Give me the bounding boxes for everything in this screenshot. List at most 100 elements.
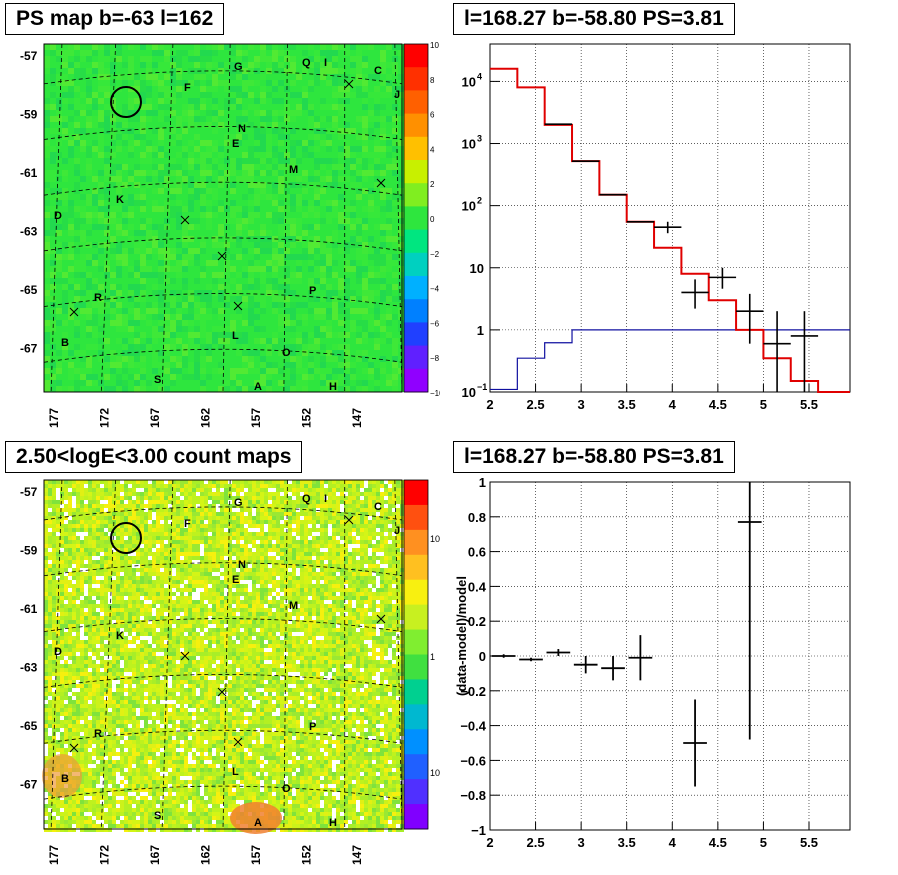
- map-pixel: [344, 380, 350, 386]
- map-pixel: [100, 536, 104, 540]
- map-pixel: [248, 520, 252, 524]
- map-pixel: [302, 242, 308, 248]
- map-pixel: [256, 492, 260, 496]
- map-pixel: [356, 170, 362, 176]
- map-pixel: [116, 242, 122, 248]
- map-pixel: [116, 278, 122, 284]
- map-pixel: [98, 296, 104, 302]
- map-pixel: [146, 296, 152, 302]
- map-pixel: [134, 380, 140, 386]
- map-pixel: [326, 56, 332, 62]
- map-pixel: [200, 362, 206, 368]
- map-pixel: [98, 50, 104, 56]
- map-pixel: [164, 344, 170, 350]
- map-pixel: [224, 104, 230, 110]
- map-pixel: [80, 206, 86, 212]
- map-pixel: [364, 532, 368, 536]
- map-pixel: [92, 516, 96, 520]
- map-pixel: [272, 380, 278, 386]
- map-pixel: [398, 74, 404, 80]
- map-pixel: [116, 236, 122, 242]
- map-pixel: [386, 140, 392, 146]
- map-pixel: [236, 116, 242, 122]
- map-pixel: [110, 62, 116, 68]
- map-pixel: [392, 242, 398, 248]
- map-pixel: [92, 338, 98, 344]
- map-pixel: [332, 50, 338, 56]
- map-pixel: [110, 188, 116, 194]
- map-pixel: [230, 290, 236, 296]
- map-pixel: [300, 508, 304, 512]
- map-pixel: [120, 528, 124, 532]
- map-pixel: [326, 320, 332, 326]
- map-pixel: [348, 488, 352, 492]
- map-pixel: [212, 508, 216, 512]
- map-pixel: [122, 164, 128, 170]
- map-pixel: [266, 230, 272, 236]
- map-pixel: [192, 516, 196, 520]
- map-pixel: [104, 332, 110, 338]
- map-pixel: [110, 194, 116, 200]
- map-pixel: [164, 500, 168, 504]
- map-pixel: [296, 80, 302, 86]
- map-pixel: [356, 206, 362, 212]
- map-pixel: [116, 338, 122, 344]
- map-pixel: [328, 532, 332, 536]
- map-pixel: [206, 368, 212, 374]
- map-pixel: [320, 266, 326, 272]
- map-pixel: [290, 356, 296, 362]
- map-pixel: [362, 44, 368, 50]
- map-pixel: [314, 374, 320, 380]
- map-pixel: [314, 284, 320, 290]
- map-pixel: [104, 528, 108, 532]
- map-pixel: [170, 308, 176, 314]
- map-pixel: [340, 500, 344, 504]
- map-pixel: [110, 170, 116, 176]
- map-pixel: [204, 536, 208, 540]
- map-pixel: [296, 188, 302, 194]
- map-pixel: [302, 200, 308, 206]
- map-pixel: [218, 62, 224, 68]
- map-pixel: [332, 308, 338, 314]
- map-pixel: [50, 314, 56, 320]
- map-pixel: [236, 338, 242, 344]
- map-pixel: [266, 350, 272, 356]
- map-pixel: [50, 278, 56, 284]
- map-pixel: [324, 536, 328, 540]
- map-pixel: [212, 260, 218, 266]
- map-pixel: [62, 338, 68, 344]
- map-pixel: [254, 92, 260, 98]
- map-pixel: [284, 122, 290, 128]
- map-pixel: [184, 540, 188, 544]
- map-pixel: [230, 308, 236, 314]
- map-pixel: [80, 230, 86, 236]
- map-pixel: [356, 182, 362, 188]
- map-pixel: [98, 110, 104, 116]
- map-pixel: [260, 508, 264, 512]
- map-pixel: [386, 188, 392, 194]
- map-pixel: [314, 380, 320, 386]
- map-pixel: [176, 104, 182, 110]
- map-pixel: [236, 74, 242, 80]
- map-pixel: [170, 176, 176, 182]
- map-pixel: [254, 218, 260, 224]
- map-pixel: [224, 528, 228, 532]
- map-pixel: [350, 62, 356, 68]
- map-pixel: [48, 508, 52, 512]
- map-pixel: [374, 80, 380, 86]
- map-pixel: [248, 308, 254, 314]
- map-pixel: [122, 344, 128, 350]
- map-pixel: [320, 146, 326, 152]
- map-pixel: [68, 332, 74, 338]
- map-pixel: [170, 272, 176, 278]
- map-pixel: [172, 520, 176, 524]
- map-pixel: [284, 284, 290, 290]
- map-pixel: [86, 278, 92, 284]
- map-pixel: [100, 508, 104, 512]
- map-pixel: [308, 302, 314, 308]
- map-pixel: [140, 520, 144, 524]
- map-pixel: [160, 480, 164, 484]
- map-pixel: [254, 50, 260, 56]
- map-pixel: [344, 98, 350, 104]
- map-pixel: [84, 512, 88, 516]
